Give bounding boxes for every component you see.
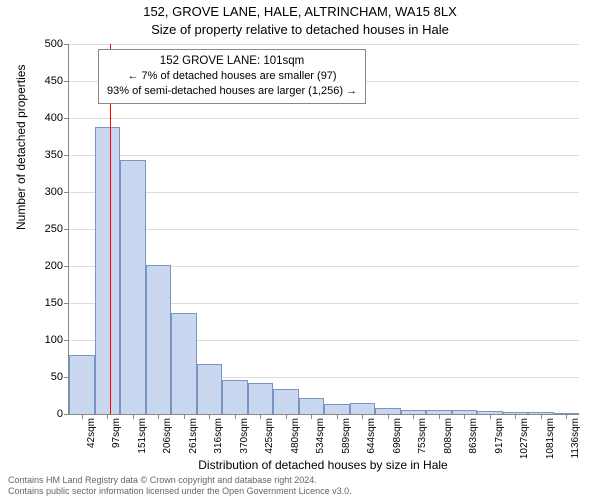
x-tick-mark — [362, 414, 363, 419]
y-tick-label: 250 — [45, 223, 63, 235]
annotation-line: 93% of semi-detached houses are larger (… — [107, 84, 357, 99]
x-tick-label: 863sqm — [468, 418, 479, 454]
x-tick-mark — [566, 414, 567, 419]
x-tick-label: 261sqm — [188, 418, 199, 454]
chart-title-sub: Size of property relative to detached ho… — [0, 22, 600, 37]
x-tick-mark — [158, 414, 159, 419]
y-tick-mark — [64, 340, 69, 341]
bar — [120, 160, 146, 414]
annotation-line: ← 7% of detached houses are smaller (97) — [107, 69, 357, 84]
x-tick-mark — [337, 414, 338, 419]
x-tick-mark — [388, 414, 389, 419]
y-tick-label: 150 — [45, 297, 63, 309]
x-tick-mark — [541, 414, 542, 419]
chart-container: 152, GROVE LANE, HALE, ALTRINCHAM, WA15 … — [0, 0, 600, 500]
x-tick-label: 589sqm — [341, 418, 352, 454]
chart-title-main: 152, GROVE LANE, HALE, ALTRINCHAM, WA15 … — [0, 4, 600, 19]
x-tick-label: 370sqm — [239, 418, 250, 454]
x-tick-mark — [286, 414, 287, 419]
bar — [350, 403, 376, 414]
y-tick-label: 50 — [51, 371, 63, 383]
x-tick-label: 480sqm — [290, 418, 301, 454]
y-tick-label: 100 — [45, 334, 63, 346]
x-tick-label: 316sqm — [213, 418, 224, 454]
x-tick-label: 753sqm — [417, 418, 428, 454]
annotation-title: 152 GROVE LANE: 101sqm — [107, 53, 357, 69]
x-tick-mark — [515, 414, 516, 419]
x-tick-label: 1136sqm — [570, 418, 581, 458]
x-tick-label: 644sqm — [366, 418, 377, 454]
grid-line — [69, 118, 579, 119]
y-axis-label: Number of detached properties — [14, 65, 28, 230]
x-tick-mark — [184, 414, 185, 419]
x-tick-label: 1081sqm — [545, 418, 556, 459]
bar — [95, 127, 121, 414]
y-tick-mark — [64, 118, 69, 119]
x-tick-label: 97sqm — [111, 418, 122, 448]
x-tick-mark — [439, 414, 440, 419]
bar — [222, 380, 248, 414]
grid-line — [69, 192, 579, 193]
annotation-box: 152 GROVE LANE: 101sqm← 7% of detached h… — [98, 49, 366, 104]
bar — [146, 265, 172, 414]
x-tick-mark — [464, 414, 465, 419]
x-axis-label: Distribution of detached houses by size … — [68, 458, 578, 472]
plot-area: 05010015020025030035040045050042sqm97sqm… — [68, 44, 579, 415]
y-tick-label: 200 — [45, 260, 63, 272]
grid-line — [69, 229, 579, 230]
bar — [171, 313, 197, 414]
x-tick-label: 425sqm — [264, 418, 275, 454]
bar — [299, 398, 325, 414]
x-tick-label: 917sqm — [494, 418, 505, 454]
x-tick-mark — [235, 414, 236, 419]
footer-line-1: Contains HM Land Registry data © Crown c… — [8, 475, 352, 487]
y-tick-label: 450 — [45, 75, 63, 87]
grid-line — [69, 155, 579, 156]
x-tick-label: 206sqm — [162, 418, 173, 454]
x-tick-mark — [311, 414, 312, 419]
y-tick-label: 400 — [45, 112, 63, 124]
grid-line — [69, 44, 579, 45]
x-tick-mark — [133, 414, 134, 419]
y-tick-label: 350 — [45, 149, 63, 161]
y-tick-mark — [64, 303, 69, 304]
x-tick-label: 534sqm — [315, 418, 326, 454]
x-tick-mark — [490, 414, 491, 419]
x-tick-mark — [413, 414, 414, 419]
y-tick-mark — [64, 414, 69, 415]
bar — [273, 389, 299, 414]
bar — [248, 383, 274, 414]
x-tick-label: 42sqm — [86, 418, 97, 448]
footer-line-2: Contains public sector information licen… — [8, 486, 352, 498]
chart-footer: Contains HM Land Registry data © Crown c… — [8, 475, 352, 498]
x-tick-label: 151sqm — [137, 418, 148, 454]
y-tick-label: 0 — [57, 408, 63, 420]
x-tick-mark — [260, 414, 261, 419]
y-tick-mark — [64, 192, 69, 193]
x-tick-mark — [209, 414, 210, 419]
x-tick-mark — [82, 414, 83, 419]
y-tick-mark — [64, 155, 69, 156]
y-tick-mark — [64, 81, 69, 82]
y-tick-label: 500 — [45, 38, 63, 50]
x-tick-mark — [107, 414, 108, 419]
y-tick-mark — [64, 266, 69, 267]
x-tick-label: 808sqm — [443, 418, 454, 454]
y-tick-label: 300 — [45, 186, 63, 198]
bar — [197, 364, 223, 414]
x-tick-label: 1027sqm — [519, 418, 530, 459]
y-tick-mark — [64, 44, 69, 45]
x-tick-label: 698sqm — [392, 418, 403, 454]
bar — [324, 404, 350, 414]
y-tick-mark — [64, 229, 69, 230]
bar — [69, 355, 95, 414]
